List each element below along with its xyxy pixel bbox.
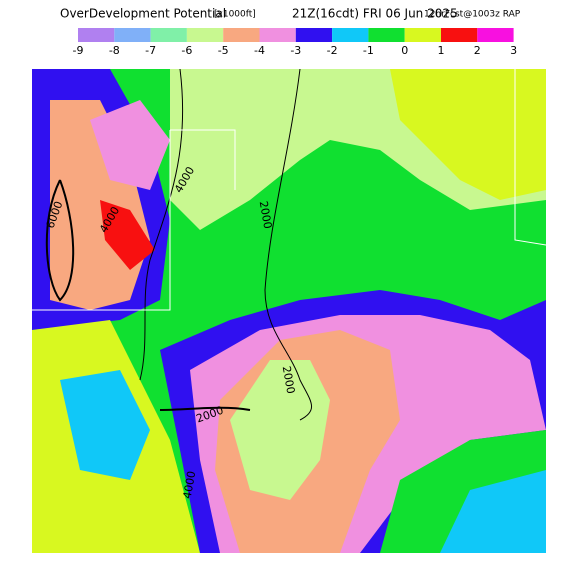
legend: -9 -8 -7 -6 -5 -4 -3 -2 -1 0 1 2 3 <box>73 28 517 57</box>
legend-label: -8 <box>109 44 120 57</box>
title-name: OverDevelopment Potential <box>60 7 226 21</box>
title-time: 21Z(16cdt) FRI 06 Jun 2025 <box>292 7 458 21</box>
legend-swatch <box>223 28 260 42</box>
legend-label: -9 <box>73 44 84 57</box>
legend-swatch <box>78 28 115 42</box>
legend-label: -1 <box>363 44 374 57</box>
title-units: [x1000ft] <box>214 10 256 20</box>
legend-swatch <box>259 28 296 42</box>
contour-label: 2000 <box>280 365 298 395</box>
legend-swatch <box>332 28 369 42</box>
legend-swatch <box>477 28 514 42</box>
legend-label: -6 <box>181 44 192 57</box>
legend-label: -4 <box>254 44 265 57</box>
legend-swatch <box>404 28 441 42</box>
legend-label: -2 <box>327 44 338 57</box>
contour-label: 4000 <box>181 470 199 500</box>
contour-label: 2000 <box>257 200 275 230</box>
legend-swatch <box>114 28 151 42</box>
legend-label: -7 <box>145 44 156 57</box>
legend-swatch <box>368 28 405 42</box>
legend-label: 0 <box>401 44 408 57</box>
legend-label: -3 <box>290 44 301 57</box>
legend-swatch <box>295 28 333 42</box>
title-model: 12hrFcst@1003z RAP <box>424 10 521 20</box>
legend-label: -5 <box>218 44 229 57</box>
map-fields <box>32 69 546 553</box>
legend-swatch <box>441 28 478 42</box>
legend-label: 1 <box>438 44 445 57</box>
legend-label: 3 <box>510 44 517 57</box>
map <box>32 69 546 553</box>
legend-swatch <box>186 28 224 42</box>
legend-label: 2 <box>474 44 481 57</box>
legend-swatch <box>150 28 187 42</box>
